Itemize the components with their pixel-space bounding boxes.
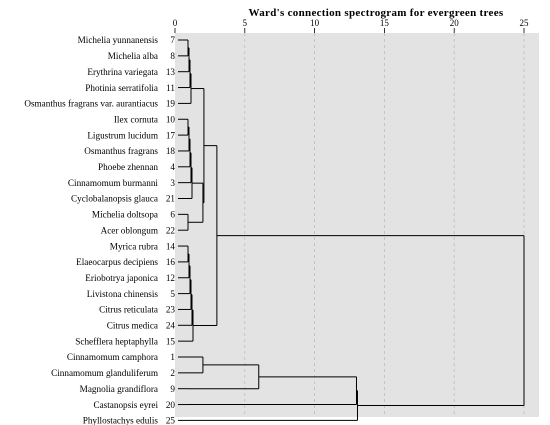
leaf-number: 13 bbox=[166, 67, 176, 77]
leaf-number: 3 bbox=[170, 178, 175, 188]
x-tick-label: 15 bbox=[380, 18, 390, 28]
leaf-label: Cinnamomum burmanni bbox=[68, 178, 159, 188]
leaf-number: 5 bbox=[170, 289, 175, 299]
chart-title: Ward's connection spectrogram for evergr… bbox=[249, 7, 504, 19]
leaf-number: 23 bbox=[166, 305, 176, 315]
leaf-label: Ilex cornuta bbox=[114, 114, 158, 124]
x-tick-label: 5 bbox=[243, 18, 248, 28]
leaf-number: 18 bbox=[166, 146, 176, 156]
leaf-label: Michelia doltsopa bbox=[92, 210, 158, 220]
leaf-number: 10 bbox=[166, 114, 176, 124]
dendrogram-tree bbox=[178, 39, 525, 421]
leaf-label: Photinia serratifolia bbox=[85, 83, 158, 93]
leaf-number: 15 bbox=[166, 336, 176, 346]
leaf-label: Erythrina variegata bbox=[87, 67, 158, 77]
leaf-number: 25 bbox=[166, 416, 176, 425]
leaf-number: 12 bbox=[166, 273, 176, 283]
leaf-number: 2 bbox=[170, 368, 175, 378]
x-tick-label: 10 bbox=[310, 18, 320, 28]
leaf-label: Acer oblongum bbox=[101, 225, 158, 235]
leaf-label: Phyllostachys edulis bbox=[83, 416, 159, 425]
leaf-number: 16 bbox=[166, 257, 176, 267]
x-tick-label: 0 bbox=[173, 18, 178, 28]
leaf-label: Cyclobalanopsis glauca bbox=[71, 194, 158, 204]
plot-area bbox=[175, 33, 539, 417]
leaf-number: 21 bbox=[166, 194, 176, 204]
leaf-label: Elaeocarpus decipiens bbox=[76, 257, 158, 267]
leaf-label: Citrus reticulata bbox=[99, 305, 158, 315]
leaf-label: Cinnamomum camphora bbox=[67, 352, 158, 362]
leaf-label: Castanopsis eyrei bbox=[93, 400, 158, 410]
leaf-label: Osmanthus fragrans bbox=[84, 146, 158, 156]
x-tick-label: 20 bbox=[450, 18, 460, 28]
leaf-number: 19 bbox=[166, 99, 176, 109]
leaf-label: Citrus medica bbox=[107, 321, 158, 331]
leaf-number: 20 bbox=[166, 400, 176, 410]
leaf-number: 22 bbox=[166, 225, 176, 235]
leaf-label: Osmanthus fragrans var. aurantiacus bbox=[24, 99, 158, 109]
leaf-number: 9 bbox=[170, 384, 175, 394]
leaf-number: 1 bbox=[170, 352, 175, 362]
x-tick-label: 25 bbox=[520, 18, 530, 28]
leaf-number: 11 bbox=[166, 83, 175, 93]
leaf-labels: Michelia yunnanensis 7 Michelia alba 8 Eryth… bbox=[24, 35, 175, 425]
leaf-number: 24 bbox=[166, 321, 176, 331]
leaf-number: 7 bbox=[170, 35, 175, 45]
leaf-number: 8 bbox=[170, 51, 175, 61]
leaf-label: Phoebe zhennan bbox=[98, 162, 158, 172]
leaf-label: Ligustrum lucidum bbox=[87, 130, 158, 140]
leaf-label: Schefflera heptaphylla bbox=[75, 336, 158, 346]
leaf-label: Magnolia grandiflora bbox=[80, 384, 158, 394]
leaf-label: Michelia yunnanensis bbox=[78, 35, 159, 45]
leaf-label: Eriobotrya japonica bbox=[85, 273, 158, 283]
leaf-number: 4 bbox=[170, 162, 175, 172]
leaf-label: Cinnamomum glanduliferum bbox=[51, 368, 158, 378]
leaf-number: 6 bbox=[170, 210, 175, 220]
leaf-number: 17 bbox=[166, 130, 176, 140]
leaf-label: Livistona chinensis bbox=[87, 289, 159, 299]
leaf-number: 14 bbox=[166, 241, 176, 251]
leaf-label: Michelia alba bbox=[108, 51, 158, 61]
leaf-label: Myrica rubra bbox=[110, 241, 158, 251]
x-axis-ticks: 0 5 10 15 20 25 bbox=[173, 18, 529, 33]
